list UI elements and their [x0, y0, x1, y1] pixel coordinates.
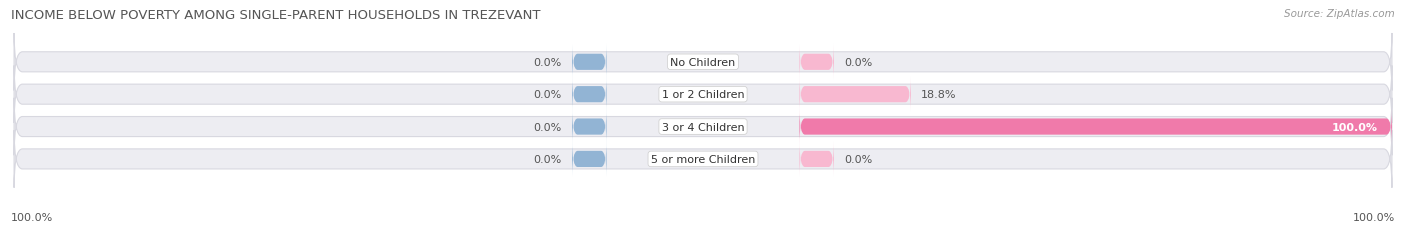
- FancyBboxPatch shape: [572, 77, 606, 112]
- FancyBboxPatch shape: [14, 98, 1392, 156]
- Text: 0.0%: 0.0%: [844, 154, 873, 164]
- FancyBboxPatch shape: [800, 77, 911, 112]
- FancyBboxPatch shape: [572, 142, 606, 177]
- FancyBboxPatch shape: [14, 66, 1392, 123]
- Text: 3 or 4 Children: 3 or 4 Children: [662, 122, 744, 132]
- Text: 100.0%: 100.0%: [1331, 122, 1378, 132]
- Text: 0.0%: 0.0%: [533, 58, 562, 67]
- FancyBboxPatch shape: [572, 109, 606, 145]
- Text: 100.0%: 100.0%: [11, 212, 53, 222]
- Text: 0.0%: 0.0%: [533, 154, 562, 164]
- FancyBboxPatch shape: [14, 131, 1392, 188]
- FancyBboxPatch shape: [800, 142, 834, 177]
- Text: 5 or more Children: 5 or more Children: [651, 154, 755, 164]
- Text: 0.0%: 0.0%: [844, 58, 873, 67]
- FancyBboxPatch shape: [800, 109, 1392, 145]
- Text: 18.8%: 18.8%: [921, 90, 956, 100]
- Text: 0.0%: 0.0%: [533, 90, 562, 100]
- FancyBboxPatch shape: [14, 34, 1392, 91]
- Text: No Children: No Children: [671, 58, 735, 67]
- Text: 1 or 2 Children: 1 or 2 Children: [662, 90, 744, 100]
- FancyBboxPatch shape: [572, 45, 606, 80]
- FancyBboxPatch shape: [800, 45, 834, 80]
- Text: Source: ZipAtlas.com: Source: ZipAtlas.com: [1284, 9, 1395, 19]
- Text: 100.0%: 100.0%: [1353, 212, 1395, 222]
- Text: INCOME BELOW POVERTY AMONG SINGLE-PARENT HOUSEHOLDS IN TREZEVANT: INCOME BELOW POVERTY AMONG SINGLE-PARENT…: [11, 9, 541, 22]
- Text: 0.0%: 0.0%: [533, 122, 562, 132]
